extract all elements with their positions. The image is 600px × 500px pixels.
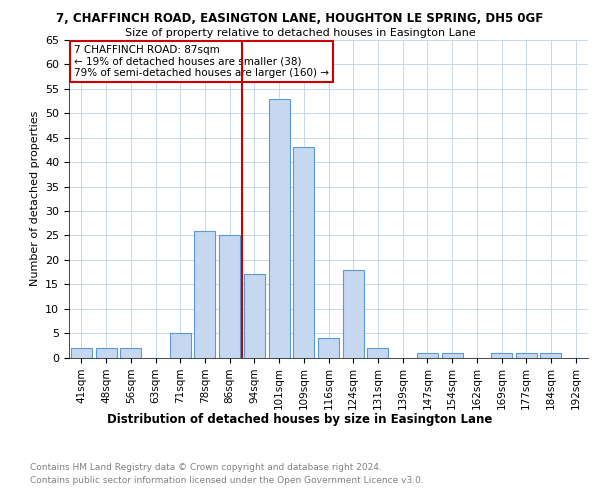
Text: Contains public sector information licensed under the Open Government Licence v3: Contains public sector information licen… xyxy=(30,476,424,485)
Bar xyxy=(293,148,314,358)
Bar xyxy=(442,352,463,358)
Bar xyxy=(194,230,215,358)
Bar xyxy=(170,333,191,357)
Bar xyxy=(95,348,116,358)
Text: 7, CHAFFINCH ROAD, EASINGTON LANE, HOUGHTON LE SPRING, DH5 0GF: 7, CHAFFINCH ROAD, EASINGTON LANE, HOUGH… xyxy=(56,12,544,26)
Text: Distribution of detached houses by size in Easington Lane: Distribution of detached houses by size … xyxy=(107,412,493,426)
Text: Size of property relative to detached houses in Easington Lane: Size of property relative to detached ho… xyxy=(125,28,475,38)
Bar xyxy=(491,352,512,358)
Bar xyxy=(244,274,265,357)
Bar xyxy=(318,338,339,357)
Bar xyxy=(367,348,388,358)
Bar xyxy=(343,270,364,358)
Text: Contains HM Land Registry data © Crown copyright and database right 2024.: Contains HM Land Registry data © Crown c… xyxy=(30,462,382,471)
Text: 7 CHAFFINCH ROAD: 87sqm
← 19% of detached houses are smaller (38)
79% of semi-de: 7 CHAFFINCH ROAD: 87sqm ← 19% of detache… xyxy=(74,45,329,78)
Bar xyxy=(417,352,438,358)
Bar xyxy=(71,348,92,358)
Bar xyxy=(516,352,537,358)
Bar xyxy=(219,236,240,358)
Bar xyxy=(120,348,141,358)
Bar xyxy=(269,98,290,358)
Y-axis label: Number of detached properties: Number of detached properties xyxy=(29,111,40,286)
Bar xyxy=(541,352,562,358)
